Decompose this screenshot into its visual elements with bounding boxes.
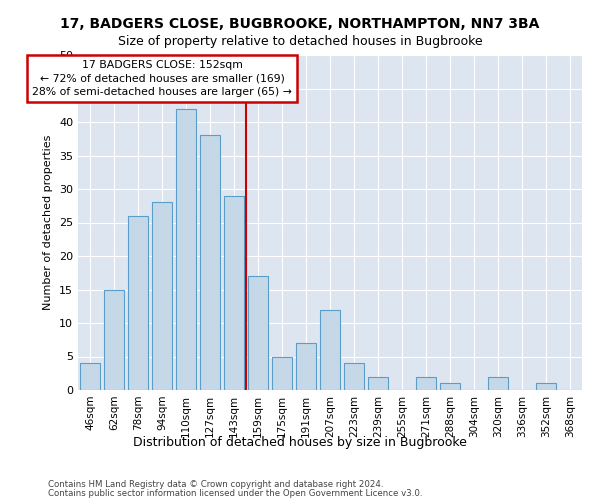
Bar — [416, 376, 436, 390]
Bar — [224, 196, 244, 390]
Text: Distribution of detached houses by size in Bugbrooke: Distribution of detached houses by size … — [133, 436, 467, 449]
Bar — [320, 310, 340, 390]
Bar — [440, 384, 460, 390]
Y-axis label: Number of detached properties: Number of detached properties — [43, 135, 53, 310]
Bar — [368, 376, 388, 390]
Bar — [536, 384, 556, 390]
Bar — [80, 363, 100, 390]
Bar — [200, 136, 220, 390]
Text: Contains HM Land Registry data © Crown copyright and database right 2024.: Contains HM Land Registry data © Crown c… — [48, 480, 383, 489]
Bar — [104, 290, 124, 390]
Bar — [272, 356, 292, 390]
Text: Contains public sector information licensed under the Open Government Licence v3: Contains public sector information licen… — [48, 489, 422, 498]
Bar — [128, 216, 148, 390]
Bar — [176, 108, 196, 390]
Bar — [296, 343, 316, 390]
Text: 17 BADGERS CLOSE: 152sqm
← 72% of detached houses are smaller (169)
28% of semi-: 17 BADGERS CLOSE: 152sqm ← 72% of detach… — [32, 60, 292, 97]
Bar — [152, 202, 172, 390]
Bar — [488, 376, 508, 390]
Text: Size of property relative to detached houses in Bugbrooke: Size of property relative to detached ho… — [118, 35, 482, 48]
Bar — [344, 363, 364, 390]
Bar — [248, 276, 268, 390]
Text: 17, BADGERS CLOSE, BUGBROOKE, NORTHAMPTON, NN7 3BA: 17, BADGERS CLOSE, BUGBROOKE, NORTHAMPTO… — [61, 18, 539, 32]
